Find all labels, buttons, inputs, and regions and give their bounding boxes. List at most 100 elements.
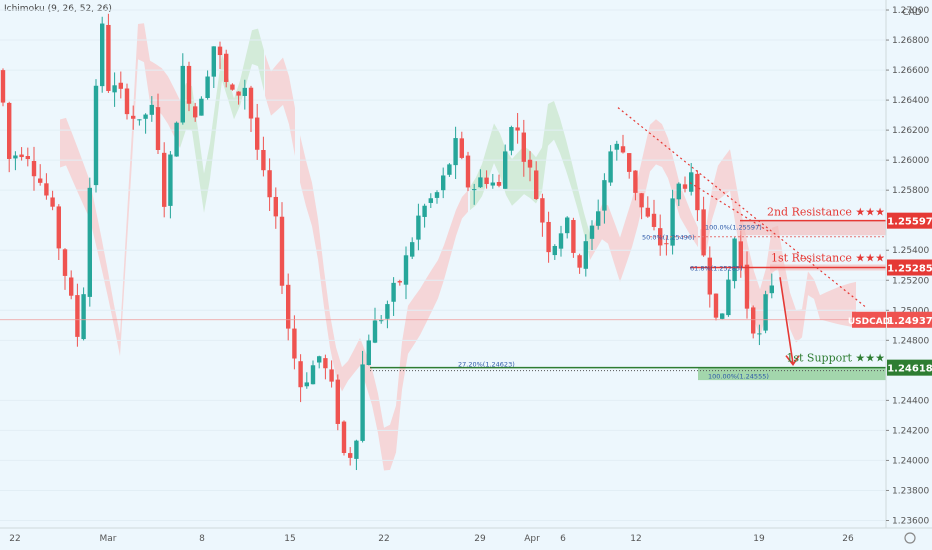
candle-body xyxy=(230,84,235,90)
candle-body xyxy=(93,85,99,186)
candle-body xyxy=(25,156,30,160)
candle-48 xyxy=(298,354,303,403)
candle-91 xyxy=(565,216,570,239)
candle-body xyxy=(242,87,247,96)
candle-body xyxy=(453,138,458,166)
candle-body xyxy=(273,196,278,217)
support-1-label: 1st Support ★★★ xyxy=(786,352,885,365)
candle-93 xyxy=(577,253,582,274)
candle-body xyxy=(385,304,390,319)
candle-body xyxy=(174,122,179,157)
candle-body xyxy=(608,151,613,183)
candle-body xyxy=(434,192,440,198)
candle-28 xyxy=(174,121,179,157)
x-tick-label-5: 29 xyxy=(474,534,486,544)
candle-body xyxy=(286,284,291,329)
candle-77 xyxy=(478,169,483,188)
candle-body xyxy=(695,173,700,211)
y-tick-label-14: 1.23800 xyxy=(892,486,929,496)
candle-body xyxy=(534,170,539,199)
candle-53 xyxy=(329,360,334,388)
candle-11 xyxy=(69,270,74,300)
candle-body xyxy=(763,294,768,331)
candle-body xyxy=(490,182,495,186)
candle-14 xyxy=(87,177,92,307)
candle-109 xyxy=(676,182,681,207)
candle-body xyxy=(410,242,415,257)
candle-body xyxy=(137,119,142,121)
candle-body xyxy=(13,155,18,159)
candle-body xyxy=(379,320,384,322)
candle-58 xyxy=(360,350,365,443)
candle-body xyxy=(583,241,588,269)
candle-71 xyxy=(441,167,446,199)
candle-76 xyxy=(472,183,477,205)
candle-98 xyxy=(608,145,613,186)
price-axis: 1.27000 1.26800 1.26600 1.26400 1.26200 1.260… xyxy=(848,0,932,528)
candle-94 xyxy=(583,234,588,277)
candle-30 xyxy=(186,61,192,112)
candle-body xyxy=(329,369,334,382)
candle-83 xyxy=(515,113,520,144)
y-tick-label-13: 1.24000 xyxy=(892,456,929,466)
gear-icon[interactable] xyxy=(904,532,916,544)
candle-body xyxy=(633,170,638,193)
candle-body xyxy=(577,255,582,268)
candle-body xyxy=(527,159,533,168)
candle-body xyxy=(403,255,409,285)
cloud-segment-3 xyxy=(300,135,360,392)
candle-body xyxy=(441,175,446,191)
candle-36 xyxy=(224,49,229,88)
candle-body xyxy=(87,187,92,297)
candle-20 xyxy=(124,83,130,120)
candle-18 xyxy=(112,72,117,107)
candle-body xyxy=(100,23,105,87)
price-tag-r2-bg xyxy=(887,212,932,229)
candle-body xyxy=(757,333,762,335)
time-axis: 22 Mar 8 15 22 29 Apr 6 12 19 26 xyxy=(0,527,932,544)
candle-69 xyxy=(428,193,433,208)
candle-112 xyxy=(695,170,700,222)
candle-115 xyxy=(713,293,719,321)
x-tick-label-4: 22 xyxy=(378,534,389,544)
candle-body xyxy=(744,264,750,309)
candle-40 xyxy=(248,85,254,133)
candle-60 xyxy=(372,307,378,344)
resistance-2-label: 2nd Resistance ★★★ xyxy=(767,206,885,219)
candle-body xyxy=(131,115,136,119)
candle-body xyxy=(614,143,619,150)
candle-5 xyxy=(31,146,37,191)
x-tick-label-8: 12 xyxy=(630,534,641,544)
candle-body xyxy=(459,138,464,158)
candle-50 xyxy=(310,360,316,385)
candle-body xyxy=(496,181,502,186)
candle-3 xyxy=(19,147,24,161)
candle-56 xyxy=(348,447,353,466)
candle-66 xyxy=(410,237,415,260)
candle-body xyxy=(75,295,80,337)
candle-body xyxy=(168,154,173,206)
candle-body xyxy=(707,257,712,295)
candle-body xyxy=(602,180,607,211)
candle-33 xyxy=(205,70,210,100)
candle-86 xyxy=(534,161,539,200)
candle-body xyxy=(317,356,322,363)
candle-body xyxy=(465,155,471,188)
candle-body xyxy=(422,205,427,217)
candle-body xyxy=(428,198,433,203)
y-tick-label-10: 1.24800 xyxy=(892,336,929,346)
candlesticks xyxy=(0,13,774,471)
candle-body xyxy=(267,170,272,198)
indicator-legend[interactable]: Ichimoku (9, 26, 52, 26) xyxy=(4,4,112,14)
candle-118 xyxy=(732,237,737,289)
candle-63 xyxy=(391,277,396,316)
symbol-tag: USDCAD xyxy=(848,317,890,327)
y-tick-label-12: 1.24200 xyxy=(892,426,929,436)
candle-38 xyxy=(236,91,241,105)
candle-body xyxy=(143,114,148,119)
x-tick-label-2: 8 xyxy=(199,534,205,544)
candle-72 xyxy=(447,163,452,177)
candle-87 xyxy=(540,193,545,237)
